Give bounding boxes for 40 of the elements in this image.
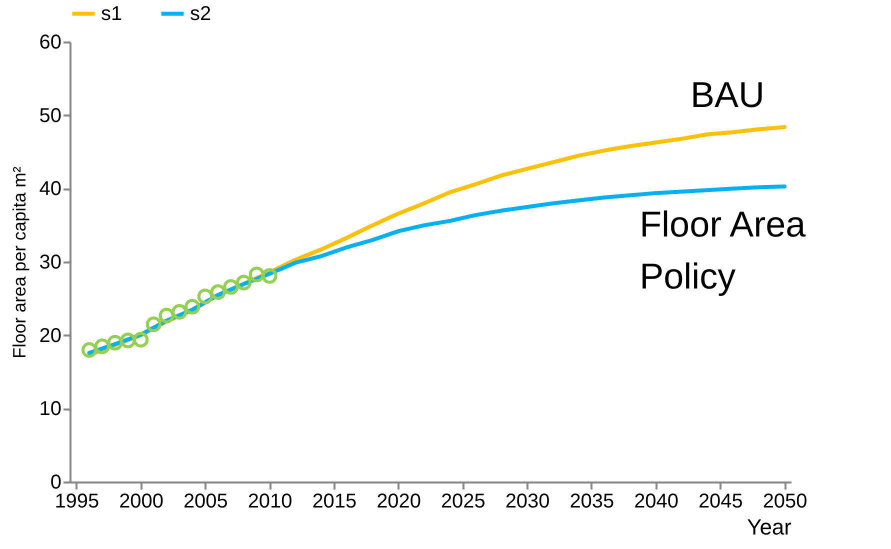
point xyxy=(210,284,226,300)
point xyxy=(94,338,110,354)
x-tick-label: 2015 xyxy=(312,490,357,512)
x-tick-label: 2025 xyxy=(440,490,486,512)
x-tick-label: 1995 xyxy=(54,490,100,512)
point xyxy=(197,288,214,304)
x-axis-title: Year xyxy=(747,514,792,540)
y-tick-label: 0 xyxy=(50,472,62,494)
y-axis-title: Floor area per capita m² xyxy=(9,166,30,359)
y-tick-label: 20 xyxy=(39,324,62,347)
x-tick-label: 2035 xyxy=(570,490,614,512)
point xyxy=(184,298,200,315)
x-tick-label: 2000 xyxy=(119,490,164,512)
x-tick-label: 2045 xyxy=(698,490,743,512)
x-tick-label: 2020 xyxy=(376,490,422,512)
legend-label: s2 xyxy=(190,2,212,25)
y-tick-label: 50 xyxy=(39,104,62,127)
point xyxy=(248,266,265,282)
x-tick-label: 2040 xyxy=(634,490,679,512)
annotation: Floor Area Policy xyxy=(640,203,807,296)
x-tick-label: 2010 xyxy=(248,490,292,512)
y-tick-label: 40 xyxy=(39,178,62,200)
point xyxy=(132,332,149,348)
x-tick-label: 2030 xyxy=(505,490,550,512)
point xyxy=(158,308,174,324)
legend-label: s1 xyxy=(101,2,122,25)
point xyxy=(172,304,188,320)
point xyxy=(81,342,98,358)
point xyxy=(107,334,123,350)
y-tick-label: 10 xyxy=(39,398,62,420)
x-tick-label: 2050 xyxy=(762,490,808,512)
annotation: BAU xyxy=(690,74,765,116)
x-tick-label: 2005 xyxy=(183,490,228,512)
point xyxy=(236,274,252,290)
point xyxy=(120,332,136,348)
point xyxy=(262,268,278,284)
y-tick-label: 30 xyxy=(39,252,62,274)
point xyxy=(146,316,162,332)
y-tick-label: 60 xyxy=(39,32,62,54)
point xyxy=(223,279,239,295)
